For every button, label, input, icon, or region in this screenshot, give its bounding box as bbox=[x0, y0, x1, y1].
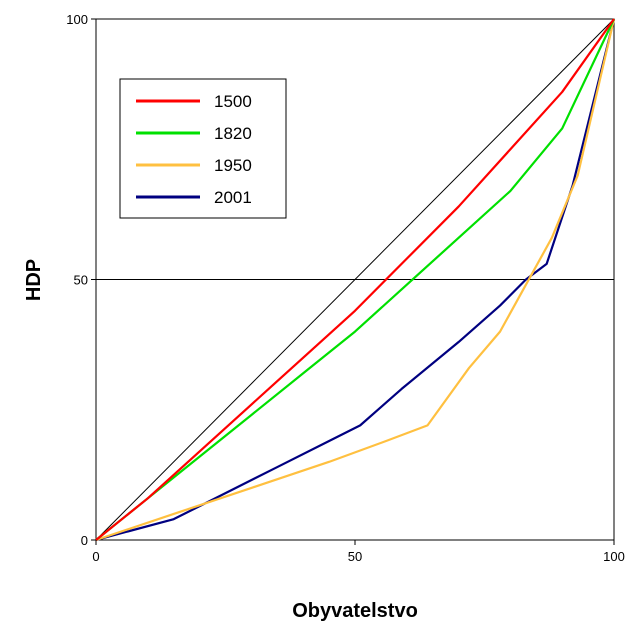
x-tick-label: 100 bbox=[603, 549, 625, 564]
series-line-2001 bbox=[95, 18, 616, 542]
y-tick-label: 100 bbox=[66, 12, 88, 27]
x-tick-label: 0 bbox=[92, 549, 99, 564]
x-tick-label: 50 bbox=[348, 549, 362, 564]
legend-label-1500: 1500 bbox=[214, 92, 252, 111]
x-axis-ticks: 0 50 100 bbox=[92, 540, 625, 564]
legend-label-2001: 2001 bbox=[214, 188, 252, 207]
y-tick-label: 50 bbox=[74, 273, 88, 288]
y-axis-title: HDP bbox=[23, 259, 45, 301]
series-layer bbox=[95, 18, 616, 542]
legend-label-1820: 1820 bbox=[214, 124, 252, 143]
x-axis-title: Obyvatelstvo bbox=[292, 600, 418, 622]
series-line-1950 bbox=[95, 18, 616, 542]
series-line-1500 bbox=[95, 18, 615, 541]
legend: 1500 1820 1950 2001 bbox=[119, 78, 287, 219]
series-line-1820 bbox=[95, 18, 615, 541]
y-axis-ticks: 0 50 100 bbox=[66, 12, 96, 548]
equality-line bbox=[95, 18, 615, 541]
legend-label-1950: 1950 bbox=[214, 156, 252, 175]
y-tick-label: 0 bbox=[81, 533, 88, 548]
